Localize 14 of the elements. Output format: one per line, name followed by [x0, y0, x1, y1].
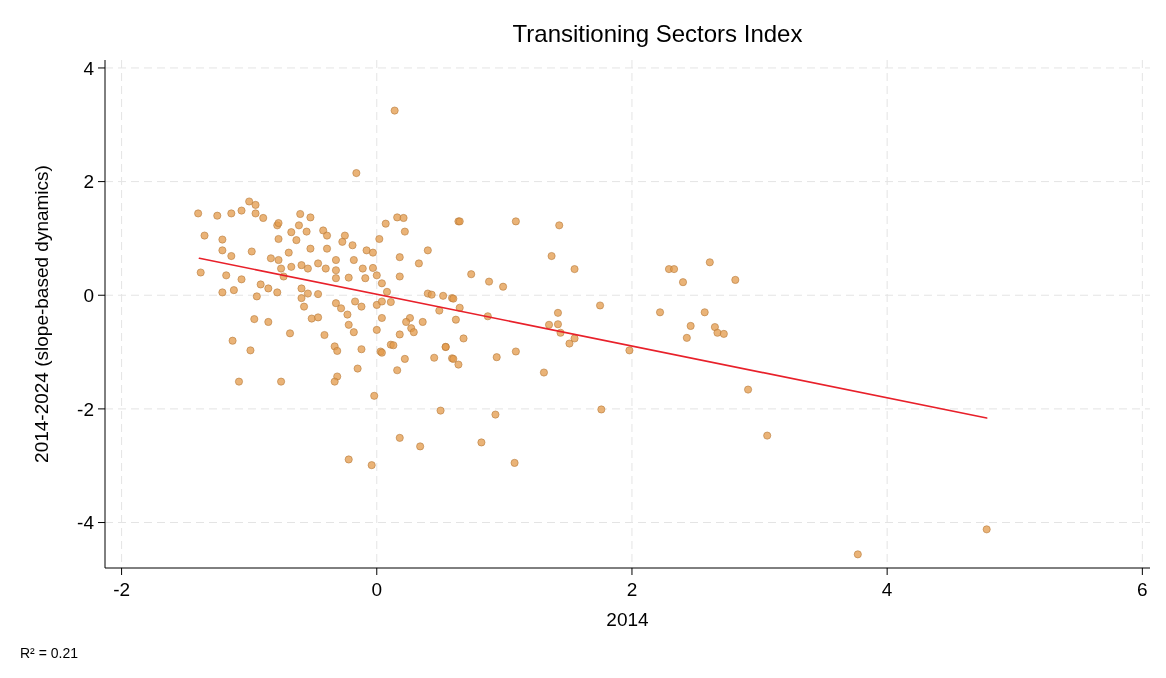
x-tick-label: 2 [626, 579, 638, 600]
y-axis-title: 2014-2024 (slope-based dynamics) [31, 165, 52, 463]
x-axis-title: 2014 [606, 609, 650, 630]
x-tick-label: 4 [881, 579, 893, 600]
chart-title: Transitioning Sectors Index [512, 20, 803, 47]
y-tick-label: 0 [83, 284, 94, 306]
y-tick-label: -2 [77, 398, 94, 420]
y-tick-label: -4 [77, 512, 95, 534]
x-tick-label: -2 [113, 579, 131, 600]
x-tick-label: 0 [371, 579, 383, 600]
text: R² = 0.21 [20, 645, 79, 661]
x-tick-label: 6 [1137, 579, 1148, 600]
y-tick-label: 4 [83, 57, 95, 79]
y-tick-label: 2 [83, 171, 94, 193]
